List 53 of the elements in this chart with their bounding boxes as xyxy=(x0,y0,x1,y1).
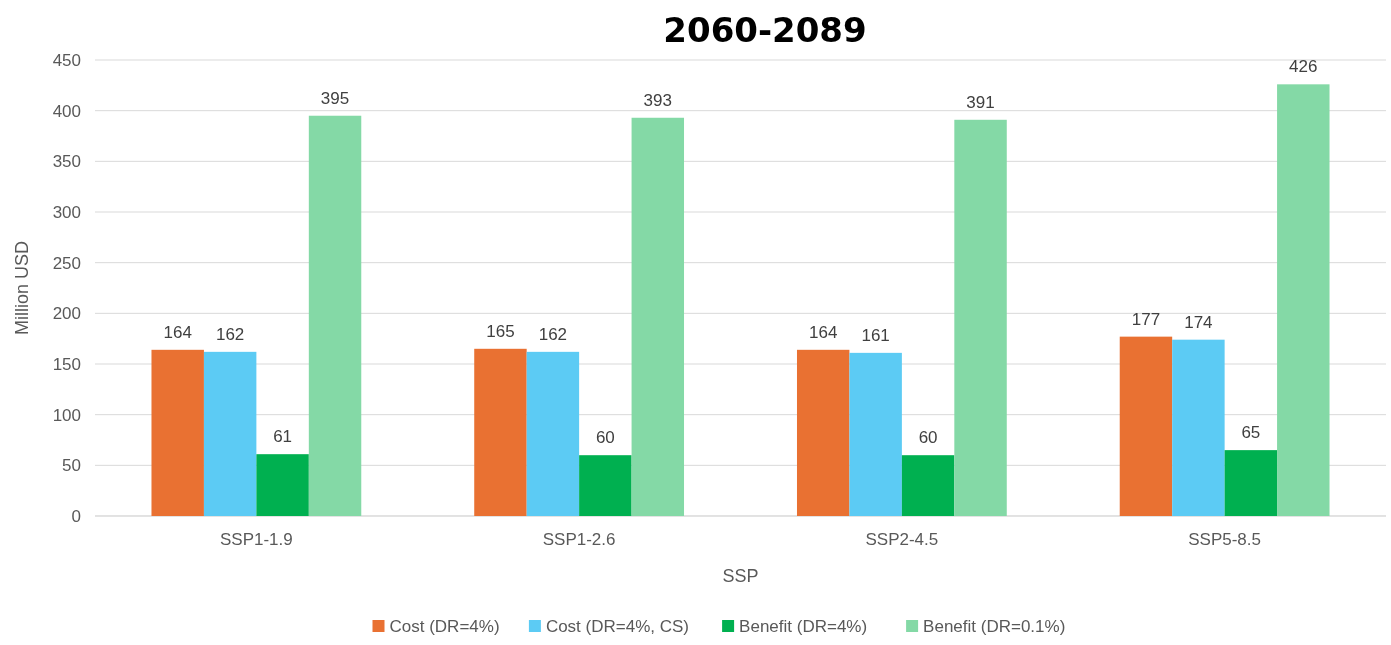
data-label: 60 xyxy=(918,428,938,448)
y-tick-label: 50 xyxy=(62,456,81,476)
y-tick-label: 250 xyxy=(52,253,81,273)
data-label: 164 xyxy=(809,322,838,342)
data-label: 60 xyxy=(595,428,615,448)
bar xyxy=(954,119,1007,516)
x-tick-label: SSP2-4.5 xyxy=(865,530,939,549)
chart-title: 2060-2089 xyxy=(663,10,867,50)
bar xyxy=(901,455,955,516)
y-tick-label: 300 xyxy=(52,202,81,222)
legend-label: Cost (DR=4%, CS) xyxy=(545,617,690,636)
data-label: 162 xyxy=(538,324,568,344)
bar xyxy=(526,351,580,516)
bar xyxy=(474,348,527,516)
y-tick-label: 0 xyxy=(71,506,81,526)
data-label: 65 xyxy=(1241,423,1261,443)
data-label: 161 xyxy=(861,325,890,345)
x-tick-label: SSP1-1.9 xyxy=(219,530,293,549)
data-label: 177 xyxy=(1131,309,1161,329)
bar xyxy=(1277,84,1330,516)
x-tick-label: SSP5-8.5 xyxy=(1188,530,1262,549)
y-tick-label: 450 xyxy=(52,50,81,70)
bar xyxy=(256,454,309,516)
legend-label: Benefit (DR=4%) xyxy=(739,617,868,636)
data-label: 162 xyxy=(215,324,245,344)
bar xyxy=(308,115,362,516)
x-tick-label: SSP1-2.6 xyxy=(542,530,616,549)
y-tick-label: 100 xyxy=(52,405,81,425)
legend-label: Benefit (DR=0.1%) xyxy=(923,617,1066,636)
bar xyxy=(1224,450,1278,516)
data-label: 174 xyxy=(1184,312,1213,332)
legend-label: Cost (DR=4%) xyxy=(389,617,500,636)
bar xyxy=(631,117,685,516)
data-label: 426 xyxy=(1289,57,1318,77)
data-label: 393 xyxy=(643,90,672,110)
y-axis-title: Million USD xyxy=(12,240,32,336)
y-tick-label: 200 xyxy=(52,304,81,324)
bar xyxy=(151,349,204,516)
bar xyxy=(796,349,850,516)
bar xyxy=(203,351,257,516)
data-label: 165 xyxy=(486,321,515,341)
data-label: 61 xyxy=(273,427,293,447)
bar xyxy=(579,455,632,516)
y-tick-label: 350 xyxy=(52,152,81,172)
bar xyxy=(1172,339,1225,516)
bar xyxy=(849,352,902,516)
y-tick-label: 150 xyxy=(52,354,81,374)
y-tick-label: 400 xyxy=(52,101,81,121)
data-label: 164 xyxy=(163,322,192,342)
data-label: 395 xyxy=(320,88,350,108)
x-axis-title: SSP xyxy=(722,566,759,586)
data-label: 391 xyxy=(966,92,995,112)
bar xyxy=(1119,336,1173,516)
